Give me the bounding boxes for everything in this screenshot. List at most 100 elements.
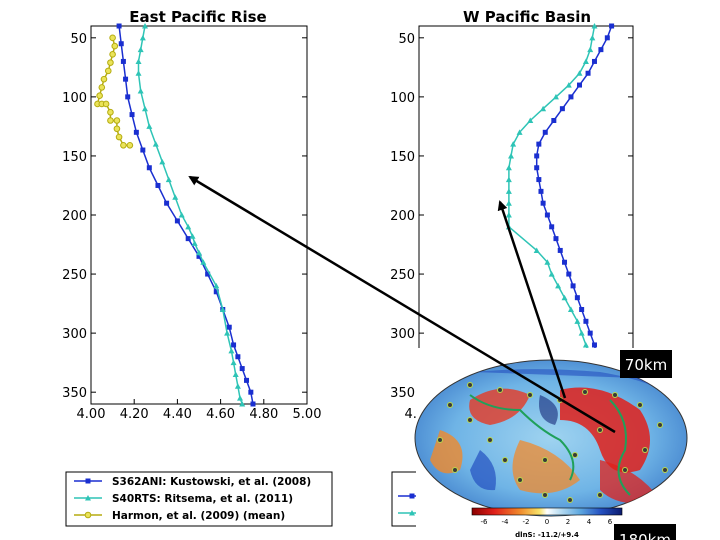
- data-point: [508, 152, 515, 159]
- data-point: [120, 58, 126, 64]
- legend-east-pacific-rise: S362ANI: Kustowski, et al. (2008) S40RTS:…: [65, 471, 333, 527]
- colorbar-tick-label: -4: [502, 518, 510, 526]
- data-point: [505, 212, 512, 218]
- series-layer: [94, 23, 256, 407]
- colorbar-tick-label: 0: [545, 518, 549, 526]
- data-point: [146, 165, 152, 171]
- chart-east-pacific-rise: East Pacific Rise 50 100 150 200 250 300 350 4.…: [62, 8, 321, 422]
- series-line: [535, 25, 613, 369]
- colorbar-tick-label: 4: [587, 518, 592, 526]
- data-point: [230, 359, 237, 366]
- data-point: [135, 70, 142, 76]
- legend-label: S362ANI: Kustowski, et al. (2008): [112, 476, 311, 488]
- data-point: [140, 147, 146, 153]
- data-point: [609, 23, 615, 29]
- data-point: [165, 176, 172, 183]
- data-point: [533, 247, 540, 253]
- data-point: [196, 249, 202, 256]
- chart-title: East Pacific Rise: [129, 8, 266, 26]
- data-point: [185, 223, 192, 230]
- data-point: [107, 59, 114, 66]
- data-point: [104, 67, 112, 75]
- data-point: [174, 218, 180, 224]
- data-point: [505, 176, 512, 183]
- arrow-to-w-pacific-basin: [497, 200, 567, 399]
- data-point: [591, 58, 597, 64]
- y-tick-label: 300: [390, 327, 415, 342]
- data-point: [98, 84, 106, 91]
- data-point: [237, 395, 244, 401]
- y-tick-label: 350: [62, 386, 87, 401]
- depth-label-box: [620, 350, 672, 378]
- legend-box: [65, 471, 333, 527]
- y-tick-label: 250: [390, 268, 415, 283]
- legend-marker: [409, 493, 415, 499]
- chart-title: W Pacific Basin: [463, 8, 591, 26]
- data-point: [200, 259, 207, 265]
- y-tick-label: 150: [390, 150, 415, 165]
- x-tick-label: 5.00: [293, 407, 322, 422]
- data-point: [505, 200, 512, 206]
- data-point: [510, 141, 517, 147]
- data-point: [589, 34, 596, 41]
- data-point: [226, 324, 232, 330]
- data-point: [604, 35, 610, 41]
- colorbar-caption: dlnS: -11.2/+9.4: [515, 531, 579, 539]
- depth-label-box: [614, 524, 676, 540]
- data-point: [536, 177, 542, 183]
- data-point: [125, 94, 131, 100]
- data-point: [116, 23, 122, 29]
- data-point: [570, 283, 576, 289]
- data-point: [232, 371, 239, 377]
- x-tick-label: 4.40: [163, 407, 192, 422]
- data-point: [587, 330, 593, 336]
- data-point: [540, 105, 547, 112]
- y-tick-label: 100: [390, 91, 415, 106]
- y-tick-label: 150: [62, 150, 87, 165]
- data-point: [239, 401, 246, 407]
- colorbar-tick-label: -2: [523, 518, 530, 526]
- data-point: [189, 233, 196, 239]
- data-point: [527, 117, 534, 123]
- data-point: [555, 282, 562, 289]
- data-point: [582, 341, 589, 348]
- colorbar-tick-label: -6: [481, 518, 489, 526]
- data-point: [123, 76, 129, 82]
- data-point: [100, 75, 108, 83]
- data-point: [585, 70, 591, 76]
- depth-label-70km: 70km: [625, 356, 667, 374]
- data-point: [185, 236, 191, 242]
- data-point: [115, 133, 123, 141]
- data-point: [578, 330, 585, 336]
- data-point: [120, 142, 127, 149]
- data-point: [534, 153, 540, 159]
- data-point: [137, 46, 144, 53]
- y-tick-label: 50: [70, 32, 87, 47]
- data-point: [567, 306, 574, 312]
- data-point: [579, 307, 585, 312]
- data-point: [234, 383, 241, 389]
- axis-ticks: 50 100 150 200 250 300 350 4.00 4.20 4.40 4.60 4.80…: [62, 32, 321, 422]
- data-point: [113, 125, 121, 133]
- data-point: [111, 42, 119, 50]
- x-tick-label: 4.20: [120, 407, 149, 422]
- data-point: [574, 318, 581, 324]
- data-point: [113, 117, 121, 124]
- data-point: [587, 46, 594, 53]
- data-point: [553, 236, 559, 242]
- data-point: [109, 51, 116, 58]
- legend-label: Harmon, et al. (2009) (mean): [112, 510, 285, 522]
- data-point: [576, 70, 583, 76]
- data-point: [250, 401, 256, 407]
- data-point: [538, 188, 544, 194]
- series-layer: [505, 23, 615, 372]
- legend-marker: [409, 510, 415, 516]
- data-point: [544, 259, 551, 265]
- data-point: [557, 247, 563, 253]
- y-tick-label: 200: [62, 209, 87, 224]
- colorbar-tick-label: 6: [608, 518, 613, 526]
- data-point: [135, 58, 142, 64]
- data-point: [219, 306, 226, 312]
- data-point: [126, 142, 134, 149]
